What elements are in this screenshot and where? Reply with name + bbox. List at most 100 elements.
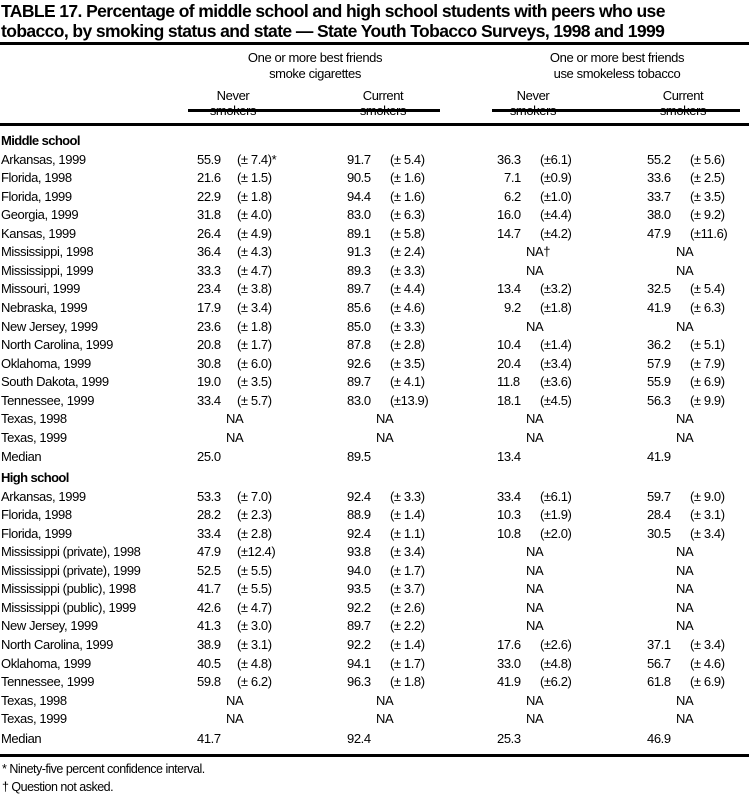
- value-cell: 20.4: [497, 355, 521, 371]
- row-label: Missouri, 1999: [1, 281, 80, 297]
- confidence-interval: (± 1.8): [390, 674, 425, 690]
- confidence-interval: (± 5.1): [690, 337, 725, 353]
- confidence-interval: (± 1.7): [390, 655, 425, 671]
- confidence-interval: (± 9.2): [690, 207, 725, 223]
- na-cell: NA: [376, 711, 394, 727]
- row-label: Arkansas, 1999: [1, 151, 86, 167]
- table-row: South Dakota, 1999 19.0 (± 3.5) 89.7 (± 4.1)…: [0, 373, 749, 391]
- row-label: Mississippi, 1998: [1, 244, 94, 260]
- confidence-interval: (± 1.1): [390, 525, 425, 541]
- table-row: Oklahoma, 1999 30.8 (± 6.0) 92.6 (± 3.5) 20.4…: [0, 355, 749, 373]
- confidence-interval: (± 3.5): [690, 188, 725, 204]
- na-cell: NA: [526, 692, 544, 708]
- value-cell: 36.2: [647, 337, 671, 353]
- na-cell: NA: [676, 244, 694, 260]
- confidence-interval: (±13.9): [390, 392, 429, 408]
- value-cell: 31.8: [197, 207, 221, 223]
- row-label: Mississippi (private), 1999: [1, 562, 141, 578]
- value-cell: 91.7: [347, 151, 371, 167]
- value-cell: 28.2: [197, 507, 221, 523]
- row-label: Texas, 1998: [1, 692, 67, 708]
- confidence-interval: (± 4.4): [390, 281, 425, 297]
- value-cell: 42.6: [197, 599, 221, 615]
- value-cell: 17.6: [497, 636, 521, 652]
- confidence-interval: (± 3.5): [390, 355, 425, 371]
- row-label: Texas, 1998: [1, 411, 67, 427]
- confidence-interval: (±11.6): [690, 225, 728, 241]
- value-cell: 41.9: [497, 674, 521, 690]
- value-cell: 59.7: [647, 488, 671, 504]
- confidence-interval: (± 4.8): [237, 655, 272, 671]
- value-cell: 38.0: [647, 207, 671, 223]
- value-cell: 19.0: [197, 374, 221, 390]
- bottom-rule: [0, 754, 749, 757]
- value-cell: 88.9: [347, 507, 371, 523]
- na-cell: NA: [526, 429, 544, 445]
- value-cell: 6.2: [504, 188, 521, 204]
- row-label: Florida, 1998: [1, 170, 72, 186]
- confidence-interval: (± 6.0): [237, 355, 272, 371]
- confidence-interval: (±3.2): [540, 281, 572, 297]
- table-row: Median 25.0 89.5 13.4 41.9: [0, 448, 749, 466]
- table-row: Texas, 1999 NA NA NA NA: [0, 429, 749, 447]
- na-cell: NA: [676, 411, 694, 427]
- footnote-asterisk: * Ninety-five percent confidence interva…: [2, 762, 205, 776]
- na-cell: NA: [526, 411, 544, 427]
- value-cell: 92.4: [347, 730, 371, 746]
- value-cell: 32.5: [647, 281, 671, 297]
- na-cell: NA: [676, 562, 694, 578]
- value-cell: 92.4: [347, 488, 371, 504]
- na-cell: NA: [676, 692, 694, 708]
- row-label: Texas, 1999: [1, 429, 67, 445]
- row-label: Texas, 1999: [1, 711, 67, 727]
- confidence-interval: (± 5.4): [390, 151, 425, 167]
- confidence-interval: (± 6.2): [237, 674, 272, 690]
- value-cell: 41.9: [647, 299, 671, 315]
- confidence-interval: (± 2.8): [390, 337, 425, 353]
- confidence-interval: (± 4.7): [237, 262, 272, 278]
- value-cell: 46.9: [647, 730, 671, 746]
- row-label: New Jersey, 1999: [1, 318, 98, 334]
- confidence-interval: (± 3.4): [390, 544, 425, 560]
- value-cell: 22.9: [197, 188, 221, 204]
- na-cell: NA: [526, 711, 544, 727]
- confidence-interval: (± 6.9): [690, 674, 725, 690]
- confidence-interval: (± 1.7): [237, 337, 272, 353]
- value-cell: 33.3: [197, 262, 221, 278]
- row-label: Florida, 1998: [1, 507, 72, 523]
- na-cell: NA: [676, 618, 694, 634]
- value-cell: 37.1: [647, 636, 671, 652]
- table-row: Mississippi (private), 1999 52.5 (± 5.5) 94…: [0, 562, 749, 580]
- value-cell: 91.3: [347, 244, 371, 260]
- col-top: Current: [362, 88, 404, 103]
- table-row: Tennessee, 1999 59.8 (± 6.2) 96.3 (± 1.8) 41.…: [0, 673, 749, 691]
- group-header-smokeless: One or more best friends use smokeless t…: [490, 50, 744, 82]
- value-cell: 7.1: [504, 170, 521, 186]
- column-header-current-smokeless: Currentsmokers: [643, 88, 723, 118]
- table-row: Mississippi (public), 1998 41.7 (± 5.5) 93.…: [0, 580, 749, 598]
- col-top: Never: [516, 88, 550, 103]
- value-cell: 13.4: [497, 449, 521, 465]
- confidence-interval: (±4.2): [540, 225, 572, 241]
- na-cell: NA: [676, 429, 694, 445]
- na-cell: NA: [676, 581, 694, 597]
- table-row: Mississippi (public), 1999 42.6 (± 4.7) 92.…: [0, 599, 749, 617]
- confidence-interval: (± 1.6): [390, 170, 425, 186]
- value-cell: 89.7: [347, 374, 371, 390]
- row-label: Tennessee, 1999: [1, 674, 95, 690]
- confidence-interval: (±3.6): [540, 374, 572, 390]
- confidence-interval: (± 2.5): [690, 170, 725, 186]
- confidence-interval: (± 3.1): [237, 636, 272, 652]
- row-label: Georgia, 1999: [1, 207, 79, 223]
- value-cell: 89.3: [347, 262, 371, 278]
- confidence-interval: (± 3.4): [690, 525, 725, 541]
- row-label: Kansas, 1999: [1, 225, 76, 241]
- confidence-interval: (± 3.3): [390, 318, 425, 334]
- table-row: Mississippi (private), 1998 47.9 (±12.4) 93…: [0, 543, 749, 561]
- table-row: Florida, 1998 28.2 (± 2.3) 88.9 (± 1.4) 10.3 (…: [0, 506, 749, 524]
- table-row: Mississippi, 1998 36.4 (± 4.3) 91.3 (± 2.4) N…: [0, 243, 749, 261]
- na-cell: NA: [376, 429, 394, 445]
- na-cell: NA: [676, 711, 694, 727]
- confidence-interval: (± 3.3): [390, 488, 425, 504]
- na-cell: NA: [526, 262, 544, 278]
